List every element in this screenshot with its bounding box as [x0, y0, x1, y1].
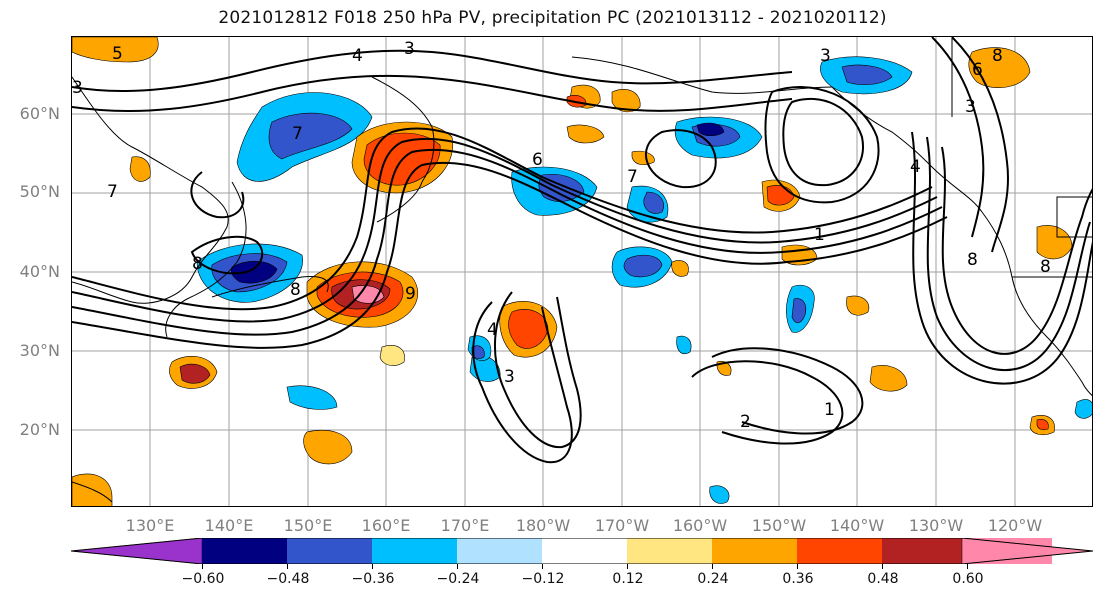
lat-label-60n: 60°N	[19, 104, 60, 123]
pv-contours	[72, 37, 1092, 464]
lon-label-120w: 120°W	[987, 516, 1043, 535]
lon-label-180w: 180°W	[515, 516, 571, 535]
colorbar	[71, 538, 1093, 564]
map-title: 2021012812 F018 250 hPa PV, precipitatio…	[218, 8, 887, 28]
contour-label: 8	[992, 46, 1003, 66]
contour-label: 8	[192, 254, 203, 274]
contour-label: 8	[290, 280, 301, 300]
pv-contour-jet-1	[72, 127, 933, 311]
contour-label: 4	[487, 320, 498, 340]
colorbar-label: 0.36	[782, 571, 814, 587]
map-canvas: 4 3 3 7 5 6 7 7 8 8 9 4 3 1 2 1 3 3 6 8 …	[72, 37, 1092, 506]
colorbar-label: −0.24	[436, 571, 480, 587]
pv-contour-trough	[472, 301, 573, 464]
pv-contour-jet-3	[72, 148, 943, 336]
colorbar-label: 0.12	[612, 571, 644, 587]
colorbar-label: 0.48	[867, 571, 899, 587]
colorbar-tick	[202, 564, 203, 569]
pv-contour-jet-2	[72, 137, 938, 323]
colorbar-bin	[712, 538, 797, 564]
contour-label: 6	[532, 150, 543, 170]
lon-label-140w: 140°W	[829, 516, 885, 535]
contour-label: 3	[965, 97, 976, 117]
lat-label-30n: 30°N	[19, 341, 60, 360]
lat-label-50n: 50°N	[19, 182, 60, 201]
contour-label: 7	[292, 124, 303, 144]
contour-label: 2	[740, 412, 751, 432]
pv-contour-ridge-2	[926, 136, 1091, 372]
colorbar-tick	[372, 564, 373, 569]
colorbar-bin	[797, 538, 882, 564]
contour-label: 4	[352, 46, 363, 66]
pv-contour-north-2	[72, 74, 793, 113]
pv-contour-cyclone	[782, 97, 864, 187]
contour-label: 1	[814, 225, 825, 245]
colorbar-label: 0.60	[952, 571, 984, 587]
contour-label: 3	[404, 39, 415, 59]
colorbar-bin	[372, 538, 457, 564]
contour-label: 7	[627, 167, 638, 187]
contour-label: 3	[72, 78, 83, 98]
colorbar-tick	[797, 564, 798, 569]
contour-label: 9	[405, 284, 416, 304]
colorbar-label: −0.48	[266, 571, 310, 587]
lat-label-20n: 20°N	[19, 420, 60, 439]
colorbar-bin	[627, 538, 712, 564]
contour-label: 8	[1040, 257, 1051, 277]
contour-label: 5	[112, 44, 123, 64]
colorbar-bin	[542, 538, 627, 564]
lon-label-140e: 140°E	[204, 516, 254, 535]
colorbar-tick	[287, 564, 288, 569]
colorbar-label: −0.60	[181, 571, 225, 587]
colorbar-bin	[202, 538, 287, 564]
pv-contour-low-2	[691, 360, 844, 445]
lon-label-160e: 160°E	[361, 516, 411, 535]
colorbar-tick	[627, 564, 628, 569]
lon-label-130w: 130°W	[908, 516, 964, 535]
colorbar-tick	[967, 564, 968, 569]
colorbar-bin	[457, 538, 542, 564]
colorbar-label: −0.12	[521, 571, 565, 587]
contour-label: 6	[972, 60, 983, 80]
lon-label-160w: 160°W	[672, 516, 728, 535]
contour-label: 7	[107, 182, 118, 202]
pv-contour-ridge-3	[911, 131, 1092, 385]
pv-contour-north-1	[72, 49, 793, 93]
colorbar-label: −0.36	[351, 571, 395, 587]
contour-label: 1	[824, 400, 835, 420]
lon-label-170w: 170°W	[594, 516, 650, 535]
colorbar-extend-low	[71, 538, 203, 564]
lat-label-40n: 40°N	[19, 262, 60, 281]
contour-label: 4	[910, 157, 921, 177]
pv-contour-ridge	[941, 146, 1092, 355]
colorbar-tick	[712, 564, 713, 569]
colorbar-tick	[542, 564, 543, 569]
contour-label: 8	[967, 250, 978, 270]
colorbar-bin	[287, 538, 372, 564]
coastlines	[72, 37, 1092, 503]
colorbar-tick	[457, 564, 458, 569]
colorbar-label: 0.24	[697, 571, 729, 587]
map-panel: 4 3 3 7 5 6 7 7 8 8 9 4 3 1 2 1 3 3 6 8 …	[71, 36, 1093, 507]
pv-contour-trough-2	[494, 291, 582, 449]
contour-label: 3	[504, 367, 515, 387]
colorbar-bin	[882, 538, 967, 564]
lon-label-170e: 170°E	[440, 516, 490, 535]
lon-label-150e: 150°E	[283, 516, 333, 535]
pv-contour-jet-4	[72, 161, 948, 349]
contour-labels: 4 3 3 7 5 6 7 7 8 8 9 4 3 1 2 1 3 3 6 8 …	[72, 39, 1051, 432]
colorbar-tick	[882, 564, 883, 569]
pv-contour-low-1	[711, 347, 864, 435]
contour-label: 3	[820, 46, 831, 66]
lon-label-150w: 150°W	[751, 516, 807, 535]
lon-label-130e: 130°E	[125, 516, 175, 535]
